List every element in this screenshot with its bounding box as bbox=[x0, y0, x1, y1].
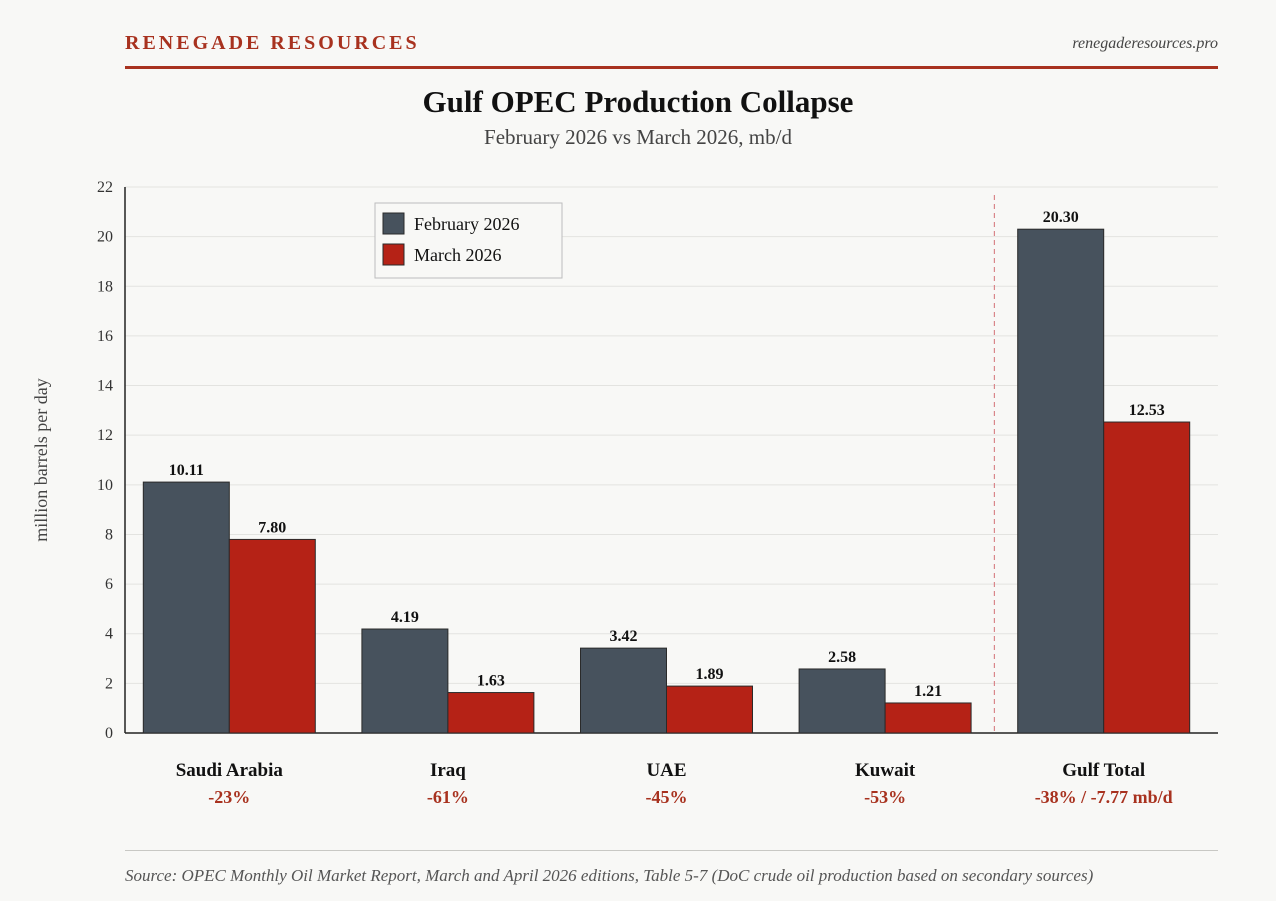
brand-name: RENEGADE RESOURCES bbox=[125, 32, 420, 54]
y-tick-label: 20 bbox=[97, 229, 113, 246]
x-category-label: Saudi Arabia bbox=[176, 760, 284, 781]
bar-value-label: 10.11 bbox=[169, 462, 204, 479]
page-header: RENEGADE RESOURCES renegaderesources.pro bbox=[125, 30, 1218, 69]
y-tick-label: 6 bbox=[105, 576, 113, 593]
x-category-label: UAE bbox=[646, 760, 686, 781]
footer-divider bbox=[125, 850, 1218, 851]
y-axis-label: million barrels per day bbox=[31, 378, 51, 541]
x-category-label: Iraq bbox=[430, 760, 466, 781]
bar-value-label: 4.19 bbox=[391, 609, 419, 626]
y-tick-label: 12 bbox=[97, 427, 113, 444]
change-label: -38% / -7.77 mb/d bbox=[1035, 787, 1173, 807]
site-url[interactable]: renegaderesources.pro bbox=[1072, 35, 1218, 52]
legend-swatch-february bbox=[382, 212, 405, 235]
bar-value-label: 1.89 bbox=[696, 666, 724, 683]
source-note: Source: OPEC Monthly Oil Market Report, … bbox=[125, 866, 1094, 885]
bar-value-label: 12.53 bbox=[1129, 402, 1165, 419]
change-label: -61% bbox=[427, 787, 469, 807]
legend-box bbox=[374, 202, 563, 279]
bar-february bbox=[361, 628, 449, 734]
legend-swatch-march bbox=[382, 243, 405, 266]
y-tick-label: 16 bbox=[97, 328, 113, 345]
bar-value-label: 1.21 bbox=[914, 683, 942, 700]
bar-february bbox=[142, 481, 230, 734]
bar-february bbox=[798, 668, 886, 734]
y-tick-label: 4 bbox=[105, 626, 113, 643]
bar-chart: 0 2 4 6 8 10 12 14 16 18 20 22 million barrels per d… bbox=[31, 179, 1218, 807]
legend-label: February 2026 bbox=[414, 214, 519, 234]
bar-value-label: 1.63 bbox=[477, 673, 505, 690]
bar-march bbox=[666, 685, 753, 734]
y-tick-label: 10 bbox=[97, 477, 113, 494]
y-tick-label: 8 bbox=[105, 526, 113, 543]
y-tick-label: 2 bbox=[105, 675, 113, 692]
chart-title: Gulf OPEC Production Collapse bbox=[422, 84, 854, 119]
change-label: -23% bbox=[208, 787, 250, 807]
bar-march bbox=[447, 692, 535, 734]
bar-value-label: 20.30 bbox=[1043, 209, 1079, 226]
bar-february bbox=[1017, 228, 1105, 734]
bar-value-label: 7.80 bbox=[258, 519, 286, 536]
chart-subtitle: February 2026 vs March 2026, mb/d bbox=[484, 125, 792, 149]
legend-label: March 2026 bbox=[414, 245, 501, 265]
change-label: -53% bbox=[864, 787, 906, 807]
bar-march bbox=[228, 538, 316, 734]
bar-march bbox=[884, 702, 972, 734]
y-tick-label: 0 bbox=[105, 725, 113, 742]
y-tick-label: 22 bbox=[97, 179, 113, 196]
x-category-label: Kuwait bbox=[855, 760, 916, 781]
bar-february bbox=[580, 647, 667, 734]
bar-value-label: 2.58 bbox=[828, 649, 856, 666]
change-label: -45% bbox=[646, 787, 688, 807]
y-tick-label: 14 bbox=[97, 378, 113, 395]
x-category-label: Gulf Total bbox=[1062, 760, 1145, 781]
bar-value-label: 3.42 bbox=[610, 628, 638, 645]
y-tick-label: 18 bbox=[97, 278, 113, 295]
bar-march bbox=[1103, 421, 1191, 734]
